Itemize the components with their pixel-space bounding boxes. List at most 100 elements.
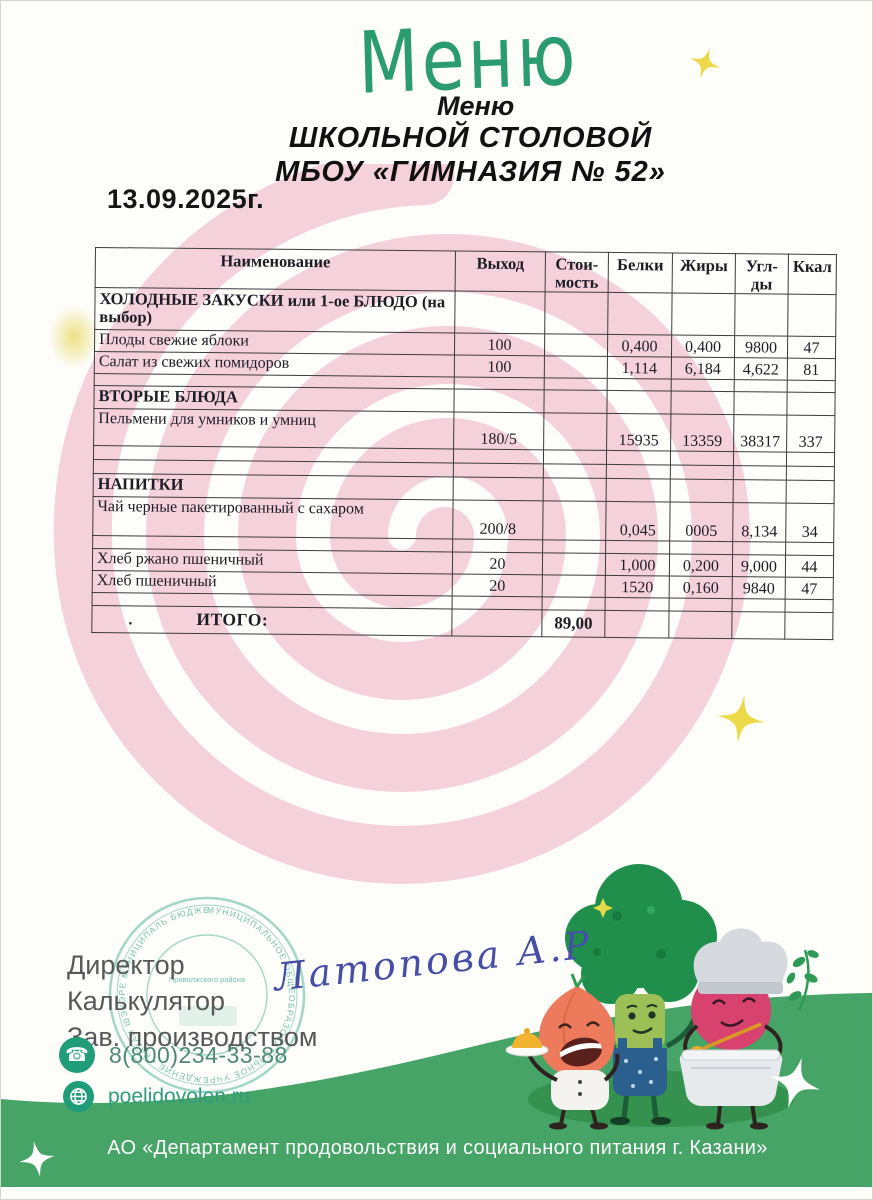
kcal-cell (787, 379, 836, 393)
output-cell (451, 608, 543, 637)
proteins-cell: 0,400 (607, 334, 672, 357)
phone-contact: ☎ 8(800)234-33-88 (59, 1037, 288, 1073)
carbs-cell: 9800 (734, 335, 788, 358)
output-cell: 20 (452, 551, 543, 575)
menu-table-wrap: Наименование Выход Стои- мость Белки Жиры Угл… (91, 247, 839, 640)
role-director: Директор (67, 950, 185, 980)
cost-cell (543, 412, 607, 451)
kcal-cell: 34 (785, 502, 835, 543)
cost-cell (543, 463, 607, 479)
proteins-cell (606, 450, 671, 465)
cost-cell (543, 389, 608, 414)
cost-cell (543, 449, 607, 465)
fats-cell (670, 390, 735, 415)
cost-cell (542, 539, 606, 554)
kcal-cell (784, 611, 834, 640)
menu-table-body: ХОЛОДНЫЕ ЗАКУСКИ или 1-ое БЛЮДО (на выбо… (91, 287, 837, 640)
page-title-overlay: Меню (437, 91, 515, 121)
carbs-cell: 38317 (733, 414, 787, 452)
fats-cell (670, 464, 734, 480)
page-subtitle-line1: ШКОЛЬНОЙ СТОЛОВОЙ (288, 122, 653, 154)
column-header: Ккал (788, 254, 837, 295)
proteins-cell: 0,045 (605, 501, 671, 541)
carbs-cell (733, 479, 787, 503)
fats-cell: 0,160 (669, 575, 733, 599)
proteins-cell: 1,114 (607, 356, 672, 379)
pink-spiral-watermark (53, 164, 751, 884)
footer-banner-text: АО «Департамент продовольствия и социаль… (107, 1137, 768, 1159)
kcal-cell: 47 (785, 576, 834, 600)
menu-row: ХОЛОДНЫЕ ЗАКУСКИ или 1-ое БЛЮДО (на выбо… (94, 287, 837, 337)
page-subtitle-line2: МБОУ «ГИМНАЗИЯ № 52» (275, 156, 666, 188)
proteins-cell (606, 464, 671, 479)
output-cell: 200/8 (452, 499, 544, 540)
broccoli-character (565, 864, 717, 1125)
kcal-cell: 337 (786, 414, 835, 453)
cost-cell (542, 596, 606, 611)
output-cell (452, 595, 543, 610)
website-contact: poelidovolen.ru (63, 1081, 250, 1112)
output-cell: 180/5 (453, 411, 544, 450)
proteins-cell (606, 478, 671, 502)
proteins-cell (606, 390, 672, 414)
carbs-cell (734, 293, 789, 336)
cost-cell (542, 500, 607, 541)
column-header: Наименование (95, 247, 456, 291)
fats-cell: 6,184 (671, 356, 735, 380)
kcal-cell (785, 598, 834, 613)
carbs-cell (733, 391, 788, 415)
phone-icon: ☎ (59, 1037, 95, 1073)
menu-date: 13.09.2025г. (107, 184, 265, 214)
officials-block: Директор Калькулятор Зав. производством (67, 947, 318, 1055)
column-header: Стои- мость (545, 251, 609, 293)
column-header: Белки (608, 252, 673, 293)
cost-cell: 89,00 (541, 609, 606, 638)
dish-name-cell: Чай черные пакетированный с сахаром (92, 496, 454, 539)
proteins-cell (605, 540, 670, 554)
fats-cell (670, 450, 734, 466)
kcal-cell: 81 (787, 357, 836, 381)
carbs-cell (732, 598, 786, 612)
cost-cell (544, 355, 608, 379)
carbs-cell: 8,134 (732, 502, 787, 542)
carbs-cell: 9840 (732, 576, 786, 599)
menu-table: Наименование Выход Стои- мость Белки Жиры Угл… (91, 247, 837, 640)
output-cell (454, 290, 546, 334)
output-cell (453, 448, 544, 464)
role-calculator: Калькулятор (67, 986, 226, 1016)
beet-character (679, 928, 819, 1130)
fats-cell (668, 610, 733, 639)
carbs-cell (733, 451, 787, 466)
fats-cell (670, 478, 734, 503)
dish-name-cell: ВТОРЫЕ БЛЮДА (93, 385, 455, 412)
carbs-cell (731, 611, 786, 639)
proteins-cell (607, 378, 672, 391)
dish-name-cell: НАПИТКИ (93, 473, 454, 500)
sparkle-icon (689, 47, 721, 79)
fats-cell: 13359 (670, 413, 734, 452)
carbs-cell (733, 465, 787, 480)
cost-cell (543, 477, 607, 502)
output-cell (453, 388, 545, 413)
cost-cell (544, 333, 608, 357)
output-cell: 20 (452, 573, 543, 597)
carbs-cell: 9,000 (732, 554, 786, 577)
output-cell (453, 462, 544, 478)
leaf-sprig (786, 949, 819, 1011)
fats-cell: 0,200 (669, 553, 733, 577)
cost-cell (544, 291, 609, 335)
kcal-cell (786, 479, 835, 504)
fats-cell: 0005 (669, 501, 734, 542)
proteins-cell (605, 597, 670, 611)
fats-cell: 0,400 (671, 334, 735, 358)
fats-cell (671, 378, 735, 392)
stamp-center-text: Приволжского района (169, 975, 246, 984)
phone-number: 8(800)234-33-88 (109, 1041, 288, 1068)
proteins-cell (604, 610, 670, 638)
website-url: poelidovolen.ru (108, 1084, 251, 1108)
kcal-cell (787, 293, 837, 337)
official-stamp: МУНИЦИПАЛЬНОЕ ОБЩЕОБРАЗОВАТЕЛЬНОЕ УЧРЕЖД… (79, 894, 306, 1094)
kcal-cell (786, 391, 836, 416)
total-label: ИТОГО: (196, 608, 269, 630)
